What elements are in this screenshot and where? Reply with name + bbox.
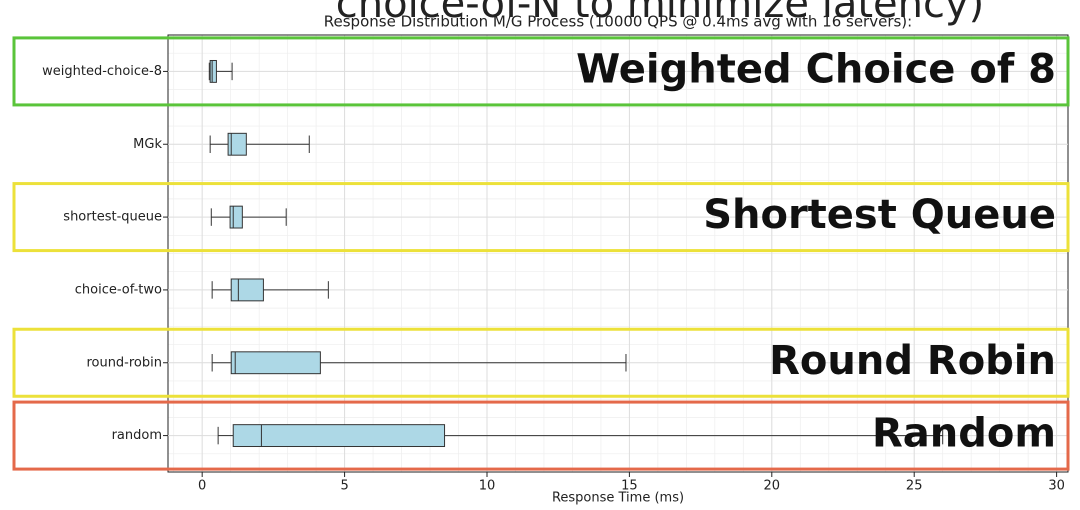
box: [209, 59, 217, 83]
x-tick-label: 30: [1048, 479, 1065, 494]
x-axis-label: Response Time (ms): [552, 491, 684, 506]
y-tick-label: random: [112, 428, 162, 443]
annotation: Shortest Queue: [703, 192, 1056, 238]
box: [230, 351, 321, 375]
annotation: Round Robin: [769, 338, 1056, 384]
y-tick-label: shortest-queue: [63, 210, 162, 225]
x-tick-label: 0: [198, 479, 206, 494]
highlight-box: [12, 36, 1070, 107]
x-tick-label: 25: [906, 479, 923, 494]
x-tick-label: 15: [621, 479, 638, 494]
box: [227, 132, 247, 156]
y-tick-label: round-robin: [86, 355, 162, 370]
box: [229, 205, 243, 229]
x-tick-label: 10: [479, 479, 496, 494]
highlight-box: [12, 327, 1070, 398]
highlight-box: [12, 400, 1070, 471]
chart-title: Response Distribution M/G Process (10000…: [324, 13, 912, 31]
y-tick-label: weighted-choice-8: [42, 64, 162, 79]
highlight-box: [12, 182, 1070, 253]
annotation: Random: [872, 411, 1056, 457]
annotation: Weighted Choice of 8: [576, 46, 1056, 92]
box: [232, 424, 446, 448]
x-tick-label: 20: [764, 479, 781, 494]
y-tick-label: choice-of-two: [75, 282, 162, 297]
box: [230, 278, 264, 302]
plot-frame: [167, 34, 1069, 473]
slide-heading: choice-of-N to minimize latency): [336, 0, 985, 27]
x-tick-label: 5: [340, 479, 348, 494]
y-tick-label: MGk: [133, 137, 162, 152]
